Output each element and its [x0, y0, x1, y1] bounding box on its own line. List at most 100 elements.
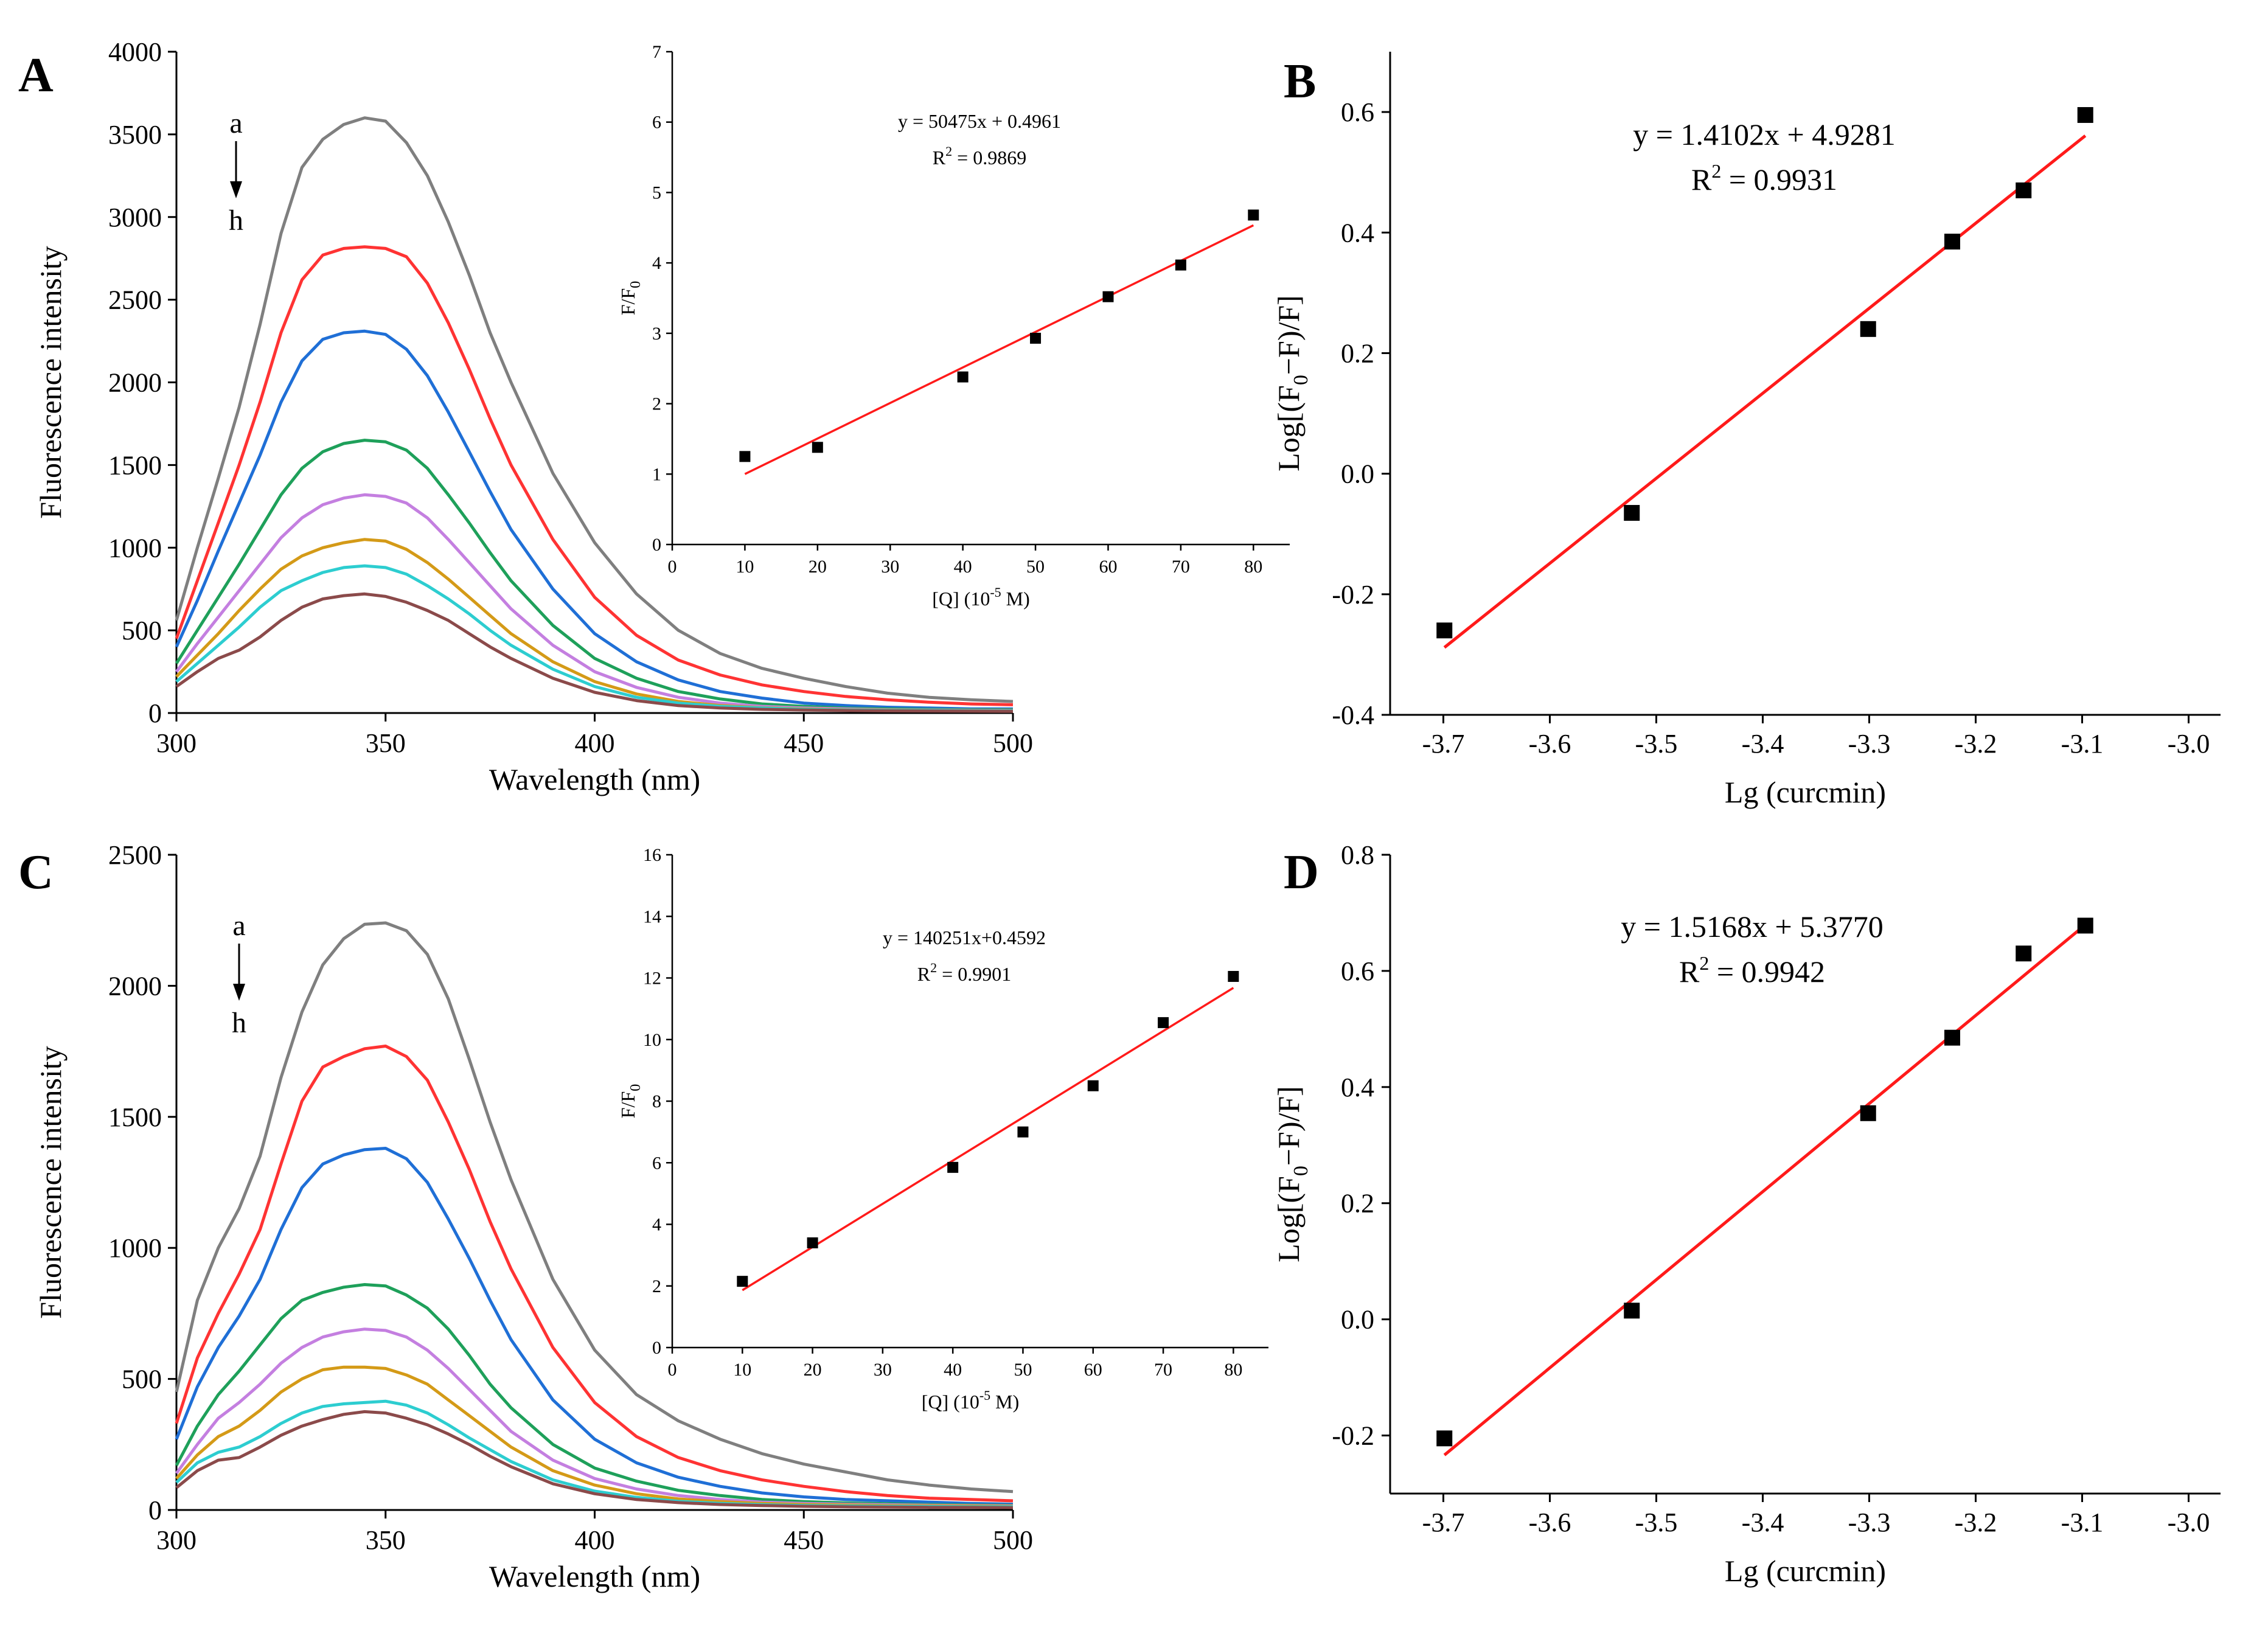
inset-fit-line	[744, 224, 1254, 475]
inset-x-axis-title-tail: M)	[1001, 588, 1030, 610]
y-tick-label: 0.0	[1341, 459, 1374, 489]
inset-x-tick-label: 10	[733, 1360, 751, 1380]
inset-r-squared: R2 = 0.9869	[933, 144, 1026, 169]
r-squared: R2 = 0.9942	[1679, 952, 1825, 989]
y-tick-label: 0.2	[1341, 1189, 1374, 1219]
inset-r-squared-sup: 2	[945, 144, 952, 159]
y-tick-label: 0.6	[1341, 97, 1374, 127]
inset-equation: y = 140251x+0.4592	[883, 927, 1046, 948]
x-tick-label: 350	[366, 1525, 406, 1555]
inset-y-axis-title: F/F0	[617, 281, 644, 315]
r-squared-label: R	[1691, 162, 1712, 197]
inset-data-point	[1175, 259, 1186, 271]
fit-equation: y = 1.5168x + 5.3770	[1621, 910, 1883, 944]
inset-x-tick-label: 20	[809, 557, 827, 577]
y-axis-title-sub: 0	[1290, 375, 1312, 385]
y-tick-label: 0	[148, 1495, 162, 1525]
x-tick-label: -3.4	[1742, 1508, 1784, 1537]
y-tick-label: -0.2	[1332, 1421, 1374, 1451]
inset-x-axis-title-tail: M)	[990, 1391, 1019, 1413]
x-tick-label: -3.1	[2061, 1508, 2104, 1537]
spectra-plot-c: 300 350 400 450 50005001000150020002500Wavel…	[33, 840, 1033, 1593]
y-tick-label: -0.4	[1332, 700, 1374, 730]
inset-x-tick-label: 70	[1154, 1360, 1172, 1380]
x-axis-title: Wavelength (nm)	[489, 1559, 700, 1593]
y-axis-title-part: Log[(F	[1271, 1176, 1306, 1262]
inset-x-tick-label: 60	[1099, 557, 1117, 577]
data-point	[1436, 1430, 1453, 1447]
inset-data-point	[1102, 291, 1114, 302]
panel-d: D -3.7 -3.6 -3.5 -3.4 -3.3 -3.2 -3.1 -3.0 -0.2 0.…	[1271, 840, 2221, 1588]
annotation-top-label: a	[232, 910, 245, 942]
inset-x-tick-label: 70	[1172, 557, 1190, 577]
y-tick-label: -0.2	[1332, 580, 1374, 610]
inset-x-tick-label: 30	[881, 557, 899, 577]
inset-y-tick-label: 14	[643, 906, 661, 927]
inset-fit-line	[742, 987, 1234, 1292]
y-tick-label: 0.4	[1341, 218, 1374, 248]
inset-x-tick-label: 80	[1244, 557, 1262, 577]
inset-y-axis-title: F/F0	[617, 1084, 644, 1118]
series-line-b	[175, 245, 1014, 706]
inset-x-tick-label: 40	[944, 1360, 962, 1380]
x-tick-label: -3.6	[1529, 1508, 1571, 1537]
inset-data-point	[1228, 970, 1239, 982]
inset-r-squared: R2 = 0.9901	[917, 960, 1011, 985]
y-tick-label: 0.8	[1341, 840, 1374, 870]
series-line-a	[175, 921, 1014, 1494]
inset-y-tick-label: 1	[652, 464, 661, 484]
series-line-a	[175, 116, 1014, 703]
inset-background	[672, 855, 1268, 1348]
x-tick-label: -3.5	[1635, 1508, 1678, 1537]
y-tick-label: 1000	[108, 1233, 162, 1263]
inset-y-tick-label: 4	[652, 253, 661, 273]
x-axis-title: Lg (curcmin)	[1725, 1554, 1886, 1588]
y-tick-label: 0.0	[1341, 1305, 1374, 1335]
x-tick-label: 350	[366, 728, 406, 758]
y-tick-label: 3500	[108, 120, 162, 150]
inset-y-tick-label: 0	[652, 535, 661, 555]
inset-r-squared-label: R	[917, 963, 931, 985]
inset-y-tick-label: 3	[652, 324, 661, 344]
x-tick-label: -3.7	[1422, 1508, 1465, 1537]
inset-r-squared-label: R	[933, 147, 946, 169]
x-tick-label: 450	[784, 1525, 824, 1555]
series-line-g	[175, 564, 1014, 712]
x-tick-label: 300	[156, 728, 197, 758]
inset-data-point	[737, 1276, 748, 1287]
annotation-bottom-label: h	[229, 204, 243, 237]
x-axis-title: Lg (curcmin)	[1725, 775, 1886, 809]
y-tick-label: 500	[122, 1365, 162, 1394]
inset-r-squared-sup: 2	[930, 960, 937, 975]
r-squared-sup: 2	[1711, 160, 1721, 182]
series-line-c	[175, 329, 1013, 711]
inset-background	[672, 52, 1290, 544]
y-tick-label: 0.4	[1341, 1073, 1374, 1102]
inset-y-tick-label: 2	[652, 1276, 661, 1296]
y-tick-label: 3000	[108, 203, 162, 232]
y-tick-label: 0.6	[1341, 956, 1374, 986]
inset-x-tick-label: 20	[804, 1360, 822, 1380]
fit-equation: y = 1.4102x + 4.9281	[1633, 117, 1895, 151]
panel-a: A 300 350 400 450 50005001000150020002500300…	[18, 37, 1290, 796]
y-tick-label: 2000	[108, 971, 162, 1001]
data-point	[2016, 945, 2032, 962]
x-tick-label: -3.6	[1529, 729, 1571, 759]
inset-data-point	[1158, 1017, 1169, 1028]
inset-x-tick-label: 50	[1014, 1360, 1032, 1380]
inset-y-axis-title-main: F/F	[617, 288, 639, 315]
y-axis-title-part: Log[(F	[1271, 385, 1306, 471]
inset-y-tick-label: 16	[643, 845, 661, 865]
inset-y-tick-label: 6	[652, 1153, 661, 1173]
series-line-d	[175, 1283, 1014, 1507]
data-point	[1860, 1105, 1876, 1121]
inset-x-tick-label: 10	[736, 557, 754, 577]
annotation-arrow-head	[233, 984, 245, 1001]
annotation-bottom-label: h	[232, 1007, 246, 1039]
y-axis-title: Log[(F0−F)/F]	[1271, 1086, 1312, 1262]
series-line-f	[175, 1365, 1014, 1508]
inset-r-squared-value: = 0.9869	[952, 147, 1026, 169]
inset-equation: y = 50475x + 0.4961	[898, 110, 1061, 132]
panel-c: C 300 350 400 450 50005001000150020002500Wav…	[18, 840, 1268, 1593]
